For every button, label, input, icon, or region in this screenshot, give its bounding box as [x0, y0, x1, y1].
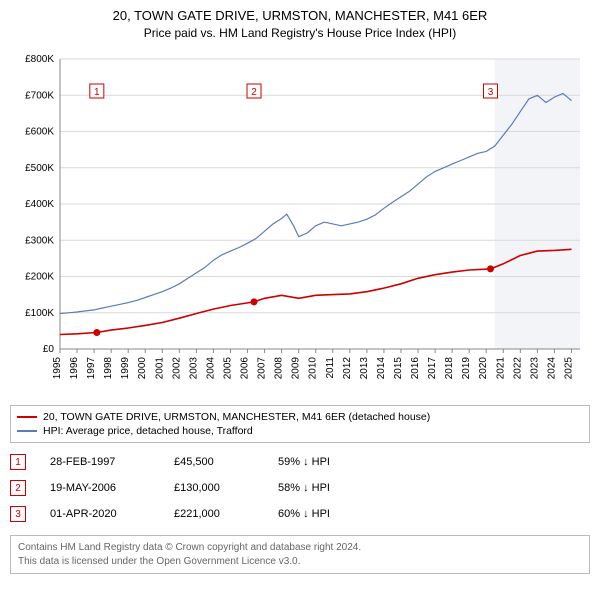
svg-text:2001: 2001 — [154, 357, 165, 380]
svg-text:£400K: £400K — [25, 199, 54, 210]
svg-text:2022: 2022 — [512, 357, 523, 380]
legend-row: 20, TOWN GATE DRIVE, URMSTON, MANCHESTER… — [17, 410, 583, 424]
svg-text:2015: 2015 — [393, 357, 404, 380]
svg-text:2012: 2012 — [342, 357, 353, 380]
svg-text:£700K: £700K — [25, 90, 54, 101]
title-address: 20, TOWN GATE DRIVE, URMSTON, MANCHESTER… — [10, 8, 590, 23]
legend-box: 20, TOWN GATE DRIVE, URMSTON, MANCHESTER… — [10, 405, 590, 443]
svg-text:2004: 2004 — [205, 357, 216, 380]
event-marker-num: 3 — [15, 509, 21, 520]
event-price: £221,000 — [174, 508, 254, 520]
svg-text:1996: 1996 — [69, 357, 80, 380]
svg-text:2014: 2014 — [376, 357, 387, 380]
svg-text:2002: 2002 — [171, 357, 182, 380]
svg-text:2005: 2005 — [222, 357, 233, 380]
legend-label: HPI: Average price, detached house, Traf… — [43, 425, 253, 437]
svg-text:£300K: £300K — [25, 235, 54, 246]
svg-text:2025: 2025 — [563, 357, 574, 380]
svg-text:£100K: £100K — [25, 308, 54, 319]
svg-text:2018: 2018 — [444, 357, 455, 380]
event-diff: 58% ↓ HPI — [278, 482, 330, 494]
svg-text:2024: 2024 — [546, 357, 557, 380]
svg-text:2000: 2000 — [137, 357, 148, 380]
event-date: 28-FEB-1997 — [50, 456, 150, 468]
line-chart-svg: £0 £100K £200K £300K £400K £500K £600K £700K £80… — [10, 49, 590, 399]
svg-text:2007: 2007 — [257, 357, 268, 380]
event-date: 01-APR-2020 — [50, 508, 150, 520]
event-marker-icon: 3 — [10, 506, 26, 522]
svg-text:2003: 2003 — [188, 357, 199, 380]
event-row: 1 28-FEB-1997 £45,500 59% ↓ HPI — [10, 449, 590, 475]
svg-text:1999: 1999 — [120, 357, 131, 380]
title-subtitle: Price paid vs. HM Land Registry's House … — [10, 26, 590, 40]
svg-text:1997: 1997 — [86, 357, 97, 380]
svg-text:£0: £0 — [43, 344, 55, 355]
legend-row: HPI: Average price, detached house, Traf… — [17, 424, 583, 438]
chart-area: £0 £100K £200K £300K £400K £500K £600K £700K £80… — [10, 49, 590, 399]
event-marker-icon: 2 — [10, 480, 26, 496]
legend-swatch — [17, 416, 37, 418]
svg-text:2009: 2009 — [291, 357, 302, 380]
svg-text:2019: 2019 — [461, 357, 472, 380]
svg-text:1995: 1995 — [52, 357, 63, 380]
svg-text:2008: 2008 — [274, 357, 285, 380]
event-row: 3 01-APR-2020 £221,000 60% ↓ HPI — [10, 501, 590, 527]
event-marker-num: 2 — [15, 483, 21, 494]
svg-text:£600K: £600K — [25, 127, 54, 138]
svg-text:1998: 1998 — [103, 357, 114, 380]
event-diff: 60% ↓ HPI — [278, 508, 330, 520]
svg-text:2010: 2010 — [308, 357, 319, 380]
event-diff: 59% ↓ HPI — [278, 456, 330, 468]
legend-swatch — [17, 430, 37, 432]
chart-container: 20, TOWN GATE DRIVE, URMSTON, MANCHESTER… — [0, 0, 600, 574]
svg-text:2016: 2016 — [410, 357, 421, 380]
svg-text:£200K: £200K — [25, 272, 54, 283]
svg-text:£500K: £500K — [25, 163, 54, 174]
event-date: 19-MAY-2006 — [50, 482, 150, 494]
event-marker-num: 1 — [15, 457, 21, 468]
svg-text:1: 1 — [94, 87, 100, 98]
svg-text:2: 2 — [251, 87, 257, 98]
event-row: 2 19-MAY-2006 £130,000 58% ↓ HPI — [10, 475, 590, 501]
legend-label: 20, TOWN GATE DRIVE, URMSTON, MANCHESTER… — [43, 411, 430, 423]
svg-text:3: 3 — [488, 87, 494, 98]
footnote-box: Contains HM Land Registry data © Crown c… — [10, 535, 590, 574]
svg-text:2020: 2020 — [478, 357, 489, 380]
svg-text:2013: 2013 — [359, 357, 370, 380]
svg-text:2017: 2017 — [427, 357, 438, 380]
svg-text:2006: 2006 — [240, 357, 251, 380]
svg-text:2021: 2021 — [495, 357, 506, 380]
event-price: £130,000 — [174, 482, 254, 494]
events-block: 1 28-FEB-1997 £45,500 59% ↓ HPI 2 19-MAY… — [10, 449, 590, 527]
footnote-line: Contains HM Land Registry data © Crown c… — [18, 541, 582, 555]
event-marker-icon: 1 — [10, 454, 26, 470]
svg-text:£800K: £800K — [25, 54, 54, 65]
svg-text:2023: 2023 — [529, 357, 540, 380]
svg-text:2011: 2011 — [325, 357, 336, 379]
event-price: £45,500 — [174, 456, 254, 468]
footnote-line: This data is licensed under the Open Gov… — [18, 555, 582, 569]
title-block: 20, TOWN GATE DRIVE, URMSTON, MANCHESTER… — [0, 0, 600, 44]
